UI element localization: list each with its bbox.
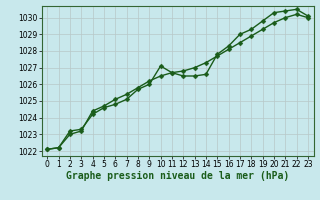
X-axis label: Graphe pression niveau de la mer (hPa): Graphe pression niveau de la mer (hPa)	[66, 171, 289, 181]
